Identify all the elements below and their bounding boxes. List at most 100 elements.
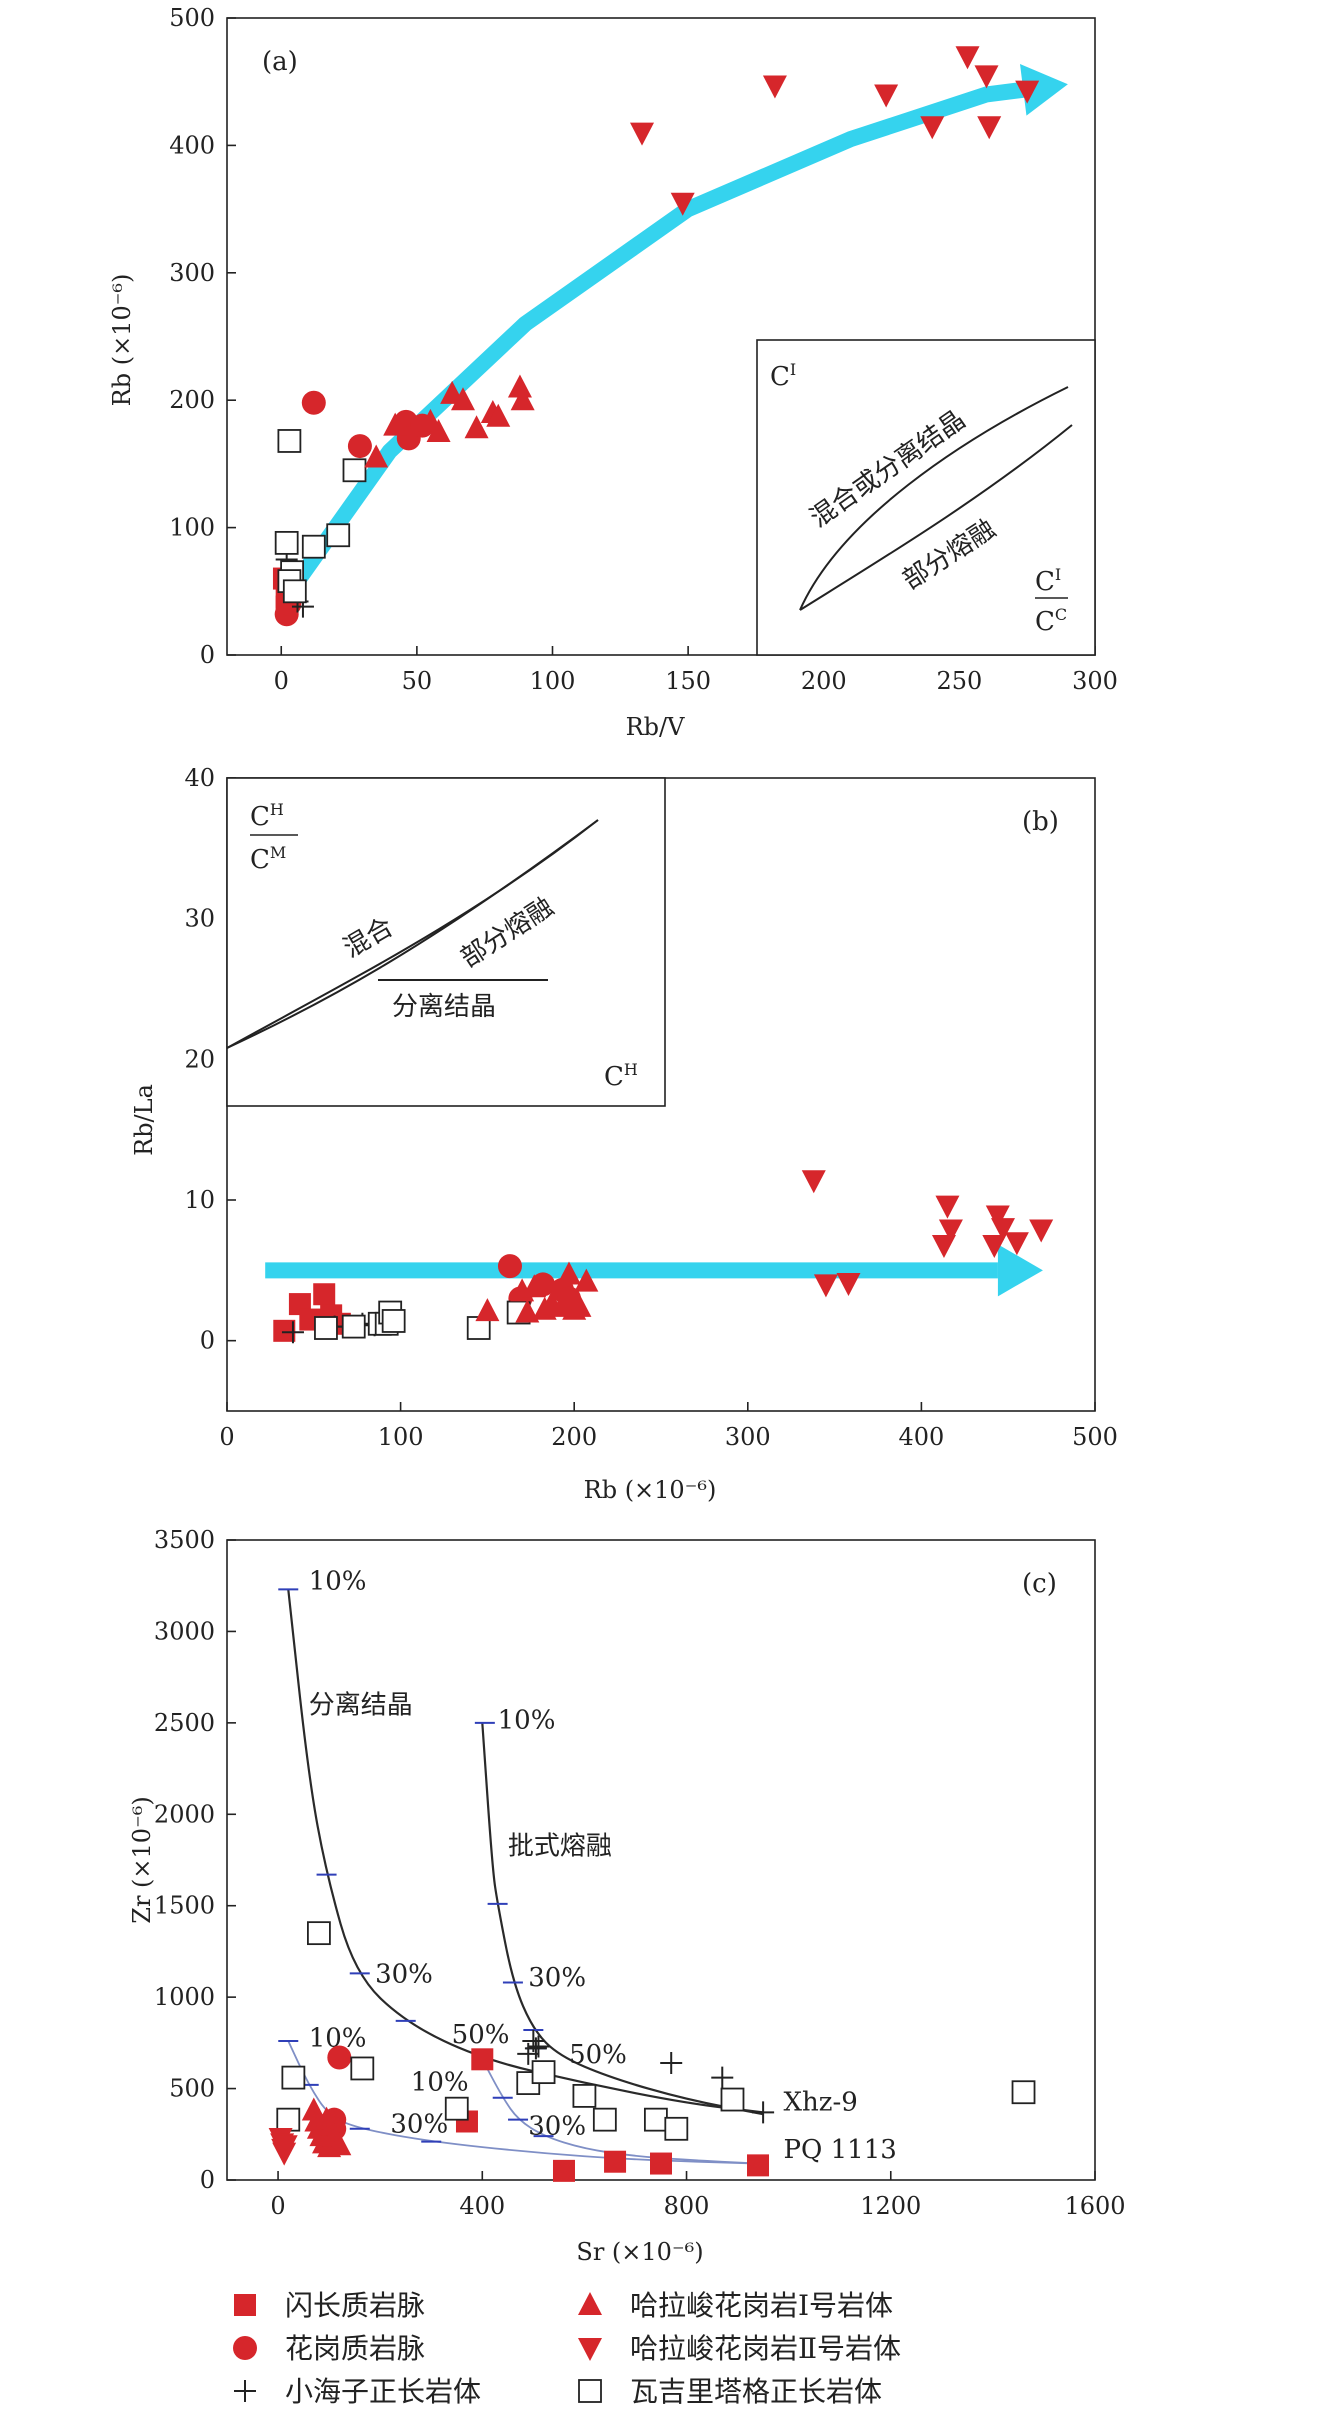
point-b-tri_down-9 — [1004, 1232, 1029, 1256]
point-c-square_open-10 — [664, 2116, 689, 2141]
point-a-tri_down-6 — [974, 65, 999, 89]
point-b-tri_up-2 — [515, 1299, 540, 1323]
point-c-tri_up-7 — [319, 2112, 344, 2136]
trend-arrowhead-b — [997, 1244, 1043, 1297]
point-a-tri_up-6 — [464, 415, 489, 439]
point-a-square_open-7 — [342, 458, 367, 483]
y-axis-label-a: Rb (×10⁻⁶) — [108, 274, 136, 407]
y-tick-label-c-2: 1000 — [154, 1983, 215, 2011]
axes-a: 0 50 100 150 200 250 300 0 100 200 300 400 500 — [169, 4, 1118, 695]
plot-frame-a — [226, 17, 1096, 656]
x-tick-label-c-4: 1600 — [1064, 2192, 1125, 2220]
point-c-square_open-2 — [276, 2107, 301, 2132]
point-b-tri_up-3 — [522, 1274, 547, 1298]
legend-label-1: 哈拉峻花岗岩Ⅰ号岩体 — [630, 2289, 893, 2322]
point-a-circle_filled-1 — [347, 434, 372, 459]
y-tick-label-c-4: 2000 — [154, 1800, 215, 1828]
x-tick-label-b-0: 0 — [219, 1423, 234, 1451]
inset-xlabel-num-a: CI — [1035, 565, 1061, 597]
x-axis-label-a: Rb/V — [626, 713, 686, 741]
inset-ylabel-num-b: CH — [250, 800, 284, 832]
point-c-plus-6 — [752, 2101, 775, 2124]
point-c-square_filled-3 — [604, 2150, 627, 2173]
point-c-plus-4 — [660, 2051, 683, 2074]
inset-curve-lower-a — [799, 424, 1073, 611]
annotation-c-3: 批式熔融 — [508, 1832, 612, 1862]
chart-panel-a: 0 50 100 150 200 250 300 0 100 200 300 400 500 (a) R… — [108, 4, 1118, 741]
annotation-c-4: 30% — [375, 1960, 433, 1990]
chart-panel-b: 0 100 200 300 400 500 0 10 20 30 40 (b) Rb (×10⁻⁶)… — [130, 764, 1118, 1504]
point-c-square_filled-5 — [747, 2154, 770, 2177]
point-c-square_open-8 — [592, 2107, 617, 2132]
inset-curve-lower-b — [226, 819, 599, 1049]
x-tick-label-b-1: 100 — [378, 1423, 424, 1451]
point-a-tri_down-4 — [920, 116, 945, 140]
point-b-tri_down-3 — [931, 1235, 956, 1259]
point-b-tri_down-0 — [801, 1170, 826, 1194]
y-axis-label-b: Rb/La — [130, 1084, 158, 1156]
point-b-tri_up-0 — [475, 1298, 500, 1322]
point-c-square_filled-2 — [552, 2159, 575, 2182]
legend-label-5: 瓦吉里塔格正长岩体 — [630, 2375, 882, 2408]
x-tick-label-c-0: 0 — [270, 2192, 285, 2220]
point-b-plus-0 — [281, 1321, 304, 1344]
y-tick-label-c-3: 1500 — [154, 1892, 215, 1920]
y-axis-label-c: Zr (×10⁻⁶) — [128, 1796, 156, 1923]
inset-a: CI 混合或分离结晶 部分熔融 CI CC — [756, 339, 1096, 656]
legend-label-2: 花岗质岩脉 — [285, 2332, 425, 2365]
point-b-tri_up-7 — [556, 1261, 581, 1285]
y-tick-label-a-2: 200 — [169, 386, 215, 414]
annotation-c-1: 分离结晶 — [309, 1691, 413, 1721]
point-b-tri_down-8 — [990, 1218, 1015, 1242]
point-b-square_open-5 — [381, 1309, 406, 1333]
point-a-square_open-1 — [274, 530, 299, 555]
x-tick-label-b-5: 500 — [1072, 1423, 1118, 1451]
point-b-tri_down-6 — [982, 1235, 1007, 1259]
point-a-square_open-4 — [282, 579, 307, 604]
point-b-tri_down-1 — [813, 1274, 838, 1298]
point-a-tri_down-2 — [762, 75, 787, 99]
point-b-square_filled-0 — [273, 1319, 296, 1342]
legend-marker-3 — [578, 2338, 602, 2361]
x-tick-label-c-3: 1200 — [860, 2192, 921, 2220]
point-a-circle_filled-0 — [301, 390, 326, 415]
point-a-tri_up-8 — [486, 403, 511, 427]
y-tick-label-b-3: 30 — [184, 905, 215, 933]
legend-marker-1 — [578, 2292, 602, 2315]
point-c-plus-2 — [524, 2037, 547, 2060]
point-a-tri_up-3 — [426, 419, 451, 443]
y-tick-label-c-1: 500 — [169, 2075, 215, 2103]
trend-arrowhead-a — [1019, 64, 1068, 116]
point-b-circle_filled-0 — [497, 1254, 522, 1279]
point-a-tri_up-5 — [450, 387, 475, 411]
legend-label-4: 小海子正长岩体 — [285, 2375, 481, 2408]
annotation-c-0: 10% — [309, 1566, 367, 1596]
legend-marker-4 — [234, 2380, 256, 2402]
point-a-tri_up-9 — [507, 374, 532, 398]
panel-label-a: (a) — [262, 47, 298, 77]
x-tick-label-a-6: 300 — [1072, 667, 1118, 695]
inset-xlabel-den-a: CC — [1035, 605, 1067, 637]
point-b-tri_down-2 — [836, 1272, 861, 1296]
scatter-points-c — [268, 1921, 1036, 2182]
inset-ylabel-a: CI — [770, 360, 796, 392]
inset-ylabel-den-b: CM — [250, 843, 286, 875]
point-c-square_filled-1 — [471, 2048, 494, 2071]
point-a-square_open-6 — [326, 523, 351, 548]
point-c-square_open-12 — [1011, 2080, 1036, 2105]
annotation-c-11: 30% — [528, 2111, 586, 2141]
point-a-tri_up-0 — [364, 444, 389, 468]
annotation-c-9: 10% — [411, 2067, 469, 2097]
x-tick-label-a-4: 200 — [801, 667, 847, 695]
y-tick-label-c-0: 0 — [200, 2166, 215, 2194]
y-tick-label-a-0: 0 — [200, 641, 215, 669]
annotation-c-6: 50% — [452, 2020, 510, 2050]
annotation-c-13: PQ 1113 — [784, 2135, 897, 2165]
legend-marker-5 — [578, 2379, 602, 2403]
point-c-square_open-0 — [307, 1921, 331, 1946]
point-a-tri_down-7 — [977, 116, 1002, 140]
x-tick-label-c-1: 400 — [459, 2192, 505, 2220]
point-c-plus-5 — [711, 2066, 734, 2089]
annotation-c-8: 50% — [569, 2040, 627, 2070]
